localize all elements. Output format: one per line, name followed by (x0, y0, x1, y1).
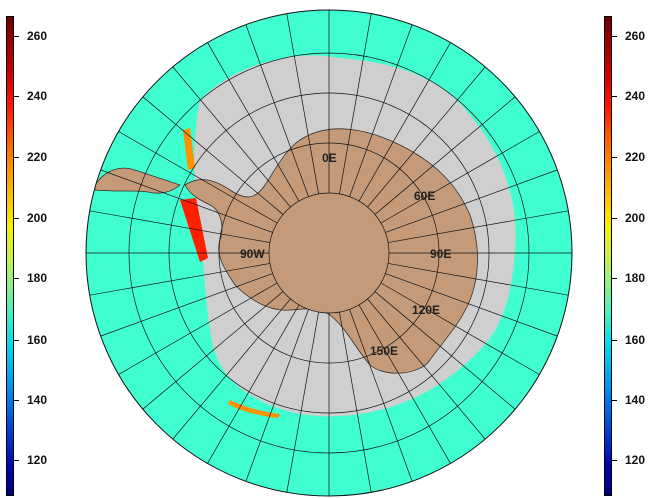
colorbar-tick-label: 240 (27, 89, 48, 103)
meridian-line (339, 312, 372, 493)
colorbar-tickmark (612, 400, 617, 401)
colorbar-tickmark (14, 340, 19, 341)
meridian-line (245, 309, 309, 482)
antarctic-peninsula (94, 167, 181, 194)
meridian-line (142, 96, 284, 215)
meridian-line (367, 66, 486, 208)
colorbar-tick-label: 160 (27, 333, 48, 347)
colorbar-left: 260 240 220 200 180 160 140 120 (0, 16, 58, 496)
meridian-line (388, 210, 569, 243)
meridian-line (358, 304, 451, 464)
parallel-circle (168, 92, 490, 414)
colorbar-tickmark (14, 157, 19, 158)
colorbar-tick-label: 260 (27, 29, 48, 43)
colorbar-tickmark (14, 218, 19, 219)
colorbar-tickmark (612, 157, 617, 158)
meridian-label: 60E (414, 189, 435, 203)
meridian-line (349, 24, 413, 197)
graticule (86, 10, 572, 496)
meridian-line (100, 169, 273, 233)
colorbar-tickmark (14, 278, 19, 279)
parallel-circle (128, 52, 530, 454)
colorbar-tick-label: 140 (625, 393, 646, 407)
parallel-circle (218, 142, 440, 364)
colorbar-tick-label: 220 (27, 150, 48, 164)
colorbar-tickmark (14, 36, 19, 37)
colorbar-tick-label: 120 (27, 453, 48, 467)
meridian-line (207, 304, 300, 464)
colorbar-tickmark (612, 218, 617, 219)
meridian-line (388, 263, 569, 296)
meridian-line (380, 131, 540, 224)
meridian-labels: 0E 60E 90E 120E 150E 90W (240, 151, 451, 358)
colorbar-tick-label: 200 (27, 211, 48, 225)
meridian-line (385, 273, 558, 337)
meridian-line (286, 312, 319, 493)
meridian-line (142, 291, 284, 410)
colorbar-tickmark (612, 340, 617, 341)
meridian-line (89, 210, 270, 243)
meridian-line (172, 298, 291, 440)
meridian-line (374, 96, 516, 215)
meridian-line (349, 309, 413, 482)
colorbar-tick-label: 180 (27, 271, 48, 285)
meridian-line (358, 42, 451, 202)
meridian-line (374, 291, 516, 410)
colorbar-tickmark (612, 36, 617, 37)
colorbar-tickmark (612, 278, 617, 279)
colorbar-tick-label: 140 (27, 393, 48, 407)
meridian-line (339, 13, 372, 194)
meridian-line (286, 13, 319, 194)
meridian-line (100, 273, 273, 337)
meridian-line (89, 263, 270, 296)
meridian-line (172, 66, 291, 208)
colorbar-tick-label: 240 (625, 89, 646, 103)
meridian-line (385, 169, 558, 233)
colorbar-tickmark (14, 96, 19, 97)
colorbar-right: 260 240 220 200 180 160 140 120 (598, 16, 652, 496)
meridian-line (367, 298, 486, 440)
colorbar-tickmark (14, 400, 19, 401)
meridian-line (207, 42, 300, 202)
colorbar-tickmark (612, 96, 617, 97)
meridian-line (118, 282, 278, 375)
meridian-label: 120E (412, 303, 440, 317)
high-concentration-coast-northwest (183, 128, 195, 170)
meridian-label: 90W (240, 247, 265, 261)
meridian-label: 0E (322, 151, 337, 165)
meridian-line (118, 131, 278, 224)
colorbar-right-gradient (604, 16, 612, 496)
meridian-label: 90E (430, 247, 451, 261)
colorbar-tickmark (612, 460, 617, 461)
meridian-line (380, 282, 540, 375)
meridian-label: 150E (370, 344, 398, 358)
colorbar-tick-label: 160 (625, 333, 646, 347)
colorbar-tick-label: 260 (625, 29, 646, 43)
colorbar-tickmark (14, 460, 19, 461)
pole-hole (268, 192, 390, 314)
high-concentration-coast-west (180, 198, 208, 262)
colorbar-tick-label: 180 (625, 271, 646, 285)
colorbar-tick-label: 220 (625, 150, 646, 164)
high-concentration-coast-south (228, 400, 280, 418)
meridian-line (245, 24, 309, 197)
colorbar-tick-label: 200 (625, 211, 646, 225)
colorbar-tick-label: 120 (625, 453, 646, 467)
map-border (85, 9, 573, 497)
colorbar-left-gradient (6, 16, 14, 496)
